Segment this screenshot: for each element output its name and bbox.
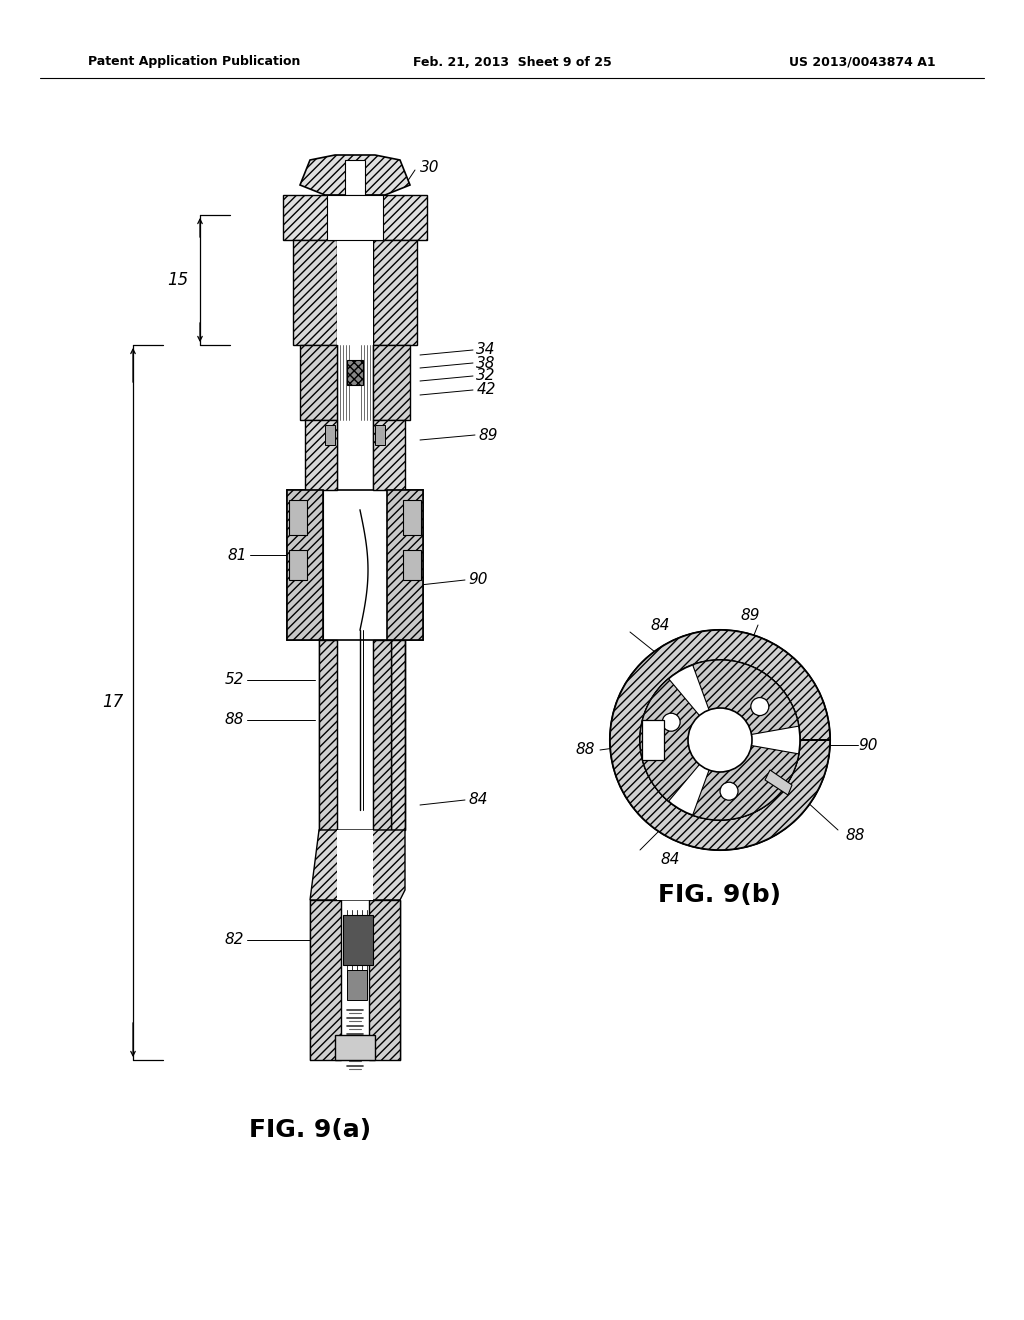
Bar <box>369 900 400 1060</box>
Bar <box>293 240 337 345</box>
Bar <box>403 500 421 535</box>
Text: 30: 30 <box>420 161 439 176</box>
Bar <box>319 640 337 830</box>
Bar <box>287 490 323 640</box>
Bar <box>373 240 417 345</box>
Text: US 2013/0043874 A1: US 2013/0043874 A1 <box>790 55 936 69</box>
Text: 17: 17 <box>102 693 124 711</box>
Circle shape <box>640 660 800 820</box>
Bar <box>391 640 406 830</box>
Bar <box>337 830 373 900</box>
Bar <box>289 550 307 579</box>
Polygon shape <box>765 770 792 795</box>
Circle shape <box>610 630 830 850</box>
Text: 82: 82 <box>224 932 244 948</box>
Bar <box>300 345 337 420</box>
Text: 32: 32 <box>476 368 496 384</box>
Bar <box>387 490 423 640</box>
Bar <box>375 425 385 445</box>
Polygon shape <box>310 830 406 900</box>
Bar <box>335 1035 375 1060</box>
Text: 84: 84 <box>468 792 487 808</box>
Bar <box>373 345 410 420</box>
Circle shape <box>751 697 769 715</box>
Text: 38: 38 <box>476 355 496 371</box>
Text: 84: 84 <box>650 618 670 632</box>
Circle shape <box>688 708 752 772</box>
Polygon shape <box>640 678 720 801</box>
Text: 52: 52 <box>224 672 244 688</box>
Bar <box>310 900 341 1060</box>
Bar <box>345 160 365 195</box>
Bar <box>403 550 421 579</box>
Text: 89: 89 <box>478 428 498 442</box>
Text: 90: 90 <box>468 573 487 587</box>
Polygon shape <box>692 741 799 820</box>
Text: 34: 34 <box>476 342 496 358</box>
Bar <box>283 195 427 240</box>
Circle shape <box>663 713 680 731</box>
Text: 90: 90 <box>858 738 878 752</box>
Bar <box>327 195 383 240</box>
Text: 84: 84 <box>660 853 680 867</box>
Text: 88: 88 <box>575 742 595 758</box>
Polygon shape <box>692 660 799 741</box>
Text: 42: 42 <box>476 383 496 397</box>
Bar <box>337 240 373 345</box>
Text: FIG. 9(b): FIG. 9(b) <box>658 883 781 907</box>
Bar <box>289 500 307 535</box>
Bar <box>373 640 391 830</box>
Text: 15: 15 <box>167 271 188 289</box>
Text: 88: 88 <box>224 713 244 727</box>
Bar <box>373 420 406 490</box>
Bar <box>347 970 367 1001</box>
Text: 88: 88 <box>845 828 864 842</box>
Text: Feb. 21, 2013  Sheet 9 of 25: Feb. 21, 2013 Sheet 9 of 25 <box>413 55 611 69</box>
Bar <box>642 719 664 760</box>
Text: 89: 89 <box>740 607 760 623</box>
Text: 81: 81 <box>227 548 247 562</box>
Bar <box>325 425 335 445</box>
Bar <box>305 420 337 490</box>
Polygon shape <box>300 154 410 195</box>
Bar <box>343 915 373 965</box>
Bar <box>347 360 362 385</box>
Circle shape <box>720 783 738 800</box>
Text: Patent Application Publication: Patent Application Publication <box>88 55 300 69</box>
Text: FIG. 9(a): FIG. 9(a) <box>249 1118 371 1142</box>
Polygon shape <box>610 630 830 850</box>
